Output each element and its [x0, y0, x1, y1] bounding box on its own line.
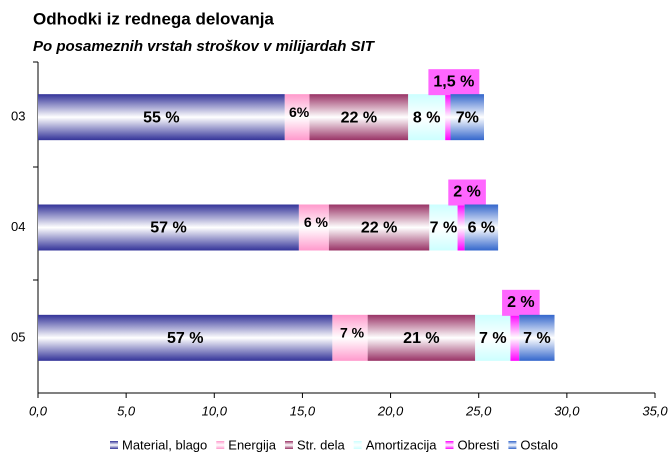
share-label: 8 %: [413, 109, 441, 126]
legend-marker: [508, 441, 517, 449]
bar-segment: [328, 204, 430, 251]
x-tick-label: 20,0: [377, 403, 404, 418]
legend-label: Energija: [228, 437, 276, 452]
y-tick-label: 04: [11, 219, 25, 234]
x-tick-label: 5,0: [117, 403, 136, 418]
legend-marker: [445, 441, 454, 449]
bar-segment: [510, 314, 520, 361]
bar-segment: [445, 94, 451, 141]
share-label-box: [448, 179, 486, 206]
legend-label: Str. dela: [297, 437, 345, 452]
share-label: 22 %: [341, 109, 377, 126]
bar-segment: [475, 314, 511, 361]
bar-segment: [309, 94, 409, 141]
share-label-box: [428, 69, 480, 96]
legend-marker: [110, 441, 118, 449]
share-label-box: [502, 289, 540, 316]
bar-segment: [464, 204, 499, 251]
bar-segment: [408, 94, 446, 141]
y-tick-label: 03: [11, 109, 25, 124]
x-tick-label: 10,0: [202, 403, 228, 418]
share-label: 7 %: [340, 325, 365, 341]
share-label: 21 %: [403, 330, 439, 347]
legend-label: Amortizacija: [366, 437, 438, 452]
share-label: 55 %: [143, 109, 179, 126]
share-label: 2 %: [507, 294, 535, 311]
bar-segment: [298, 204, 329, 251]
bar-segment: [457, 204, 465, 251]
share-label: 7 %: [523, 330, 551, 347]
legend-label: Obresti: [457, 437, 499, 452]
share-label: 6 %: [468, 220, 496, 237]
y-tick-label: 05: [11, 329, 25, 344]
chart-subtitle: Po posameznih vrstah stroškov v milijard…: [33, 38, 376, 55]
bar-segment: [38, 94, 285, 141]
share-label: 7 %: [430, 220, 458, 237]
bar-segment: [284, 94, 310, 141]
bar-segment: [450, 94, 485, 141]
x-tick-label: 0,0: [29, 403, 48, 418]
share-label: 57 %: [150, 220, 186, 237]
legend-marker: [216, 441, 225, 449]
share-label: 22 %: [361, 220, 397, 237]
share-label: 57 %: [167, 330, 203, 347]
share-label: 1,5 %: [433, 73, 474, 90]
bar-segment: [38, 314, 333, 361]
bar-segment: [519, 314, 555, 361]
bar-segment: [38, 204, 299, 251]
legend-label: Material, blago: [122, 437, 207, 452]
legend-marker: [353, 441, 362, 449]
share-label: 2 %: [453, 184, 481, 201]
x-tick-label: 15,0: [290, 403, 316, 418]
share-label: 6%: [289, 104, 310, 120]
x-tick-label: 25,0: [465, 403, 492, 418]
share-label: 6 %: [304, 214, 329, 230]
bar-segment: [332, 314, 368, 361]
bar-segment: [429, 204, 458, 251]
share-label: 7%: [456, 109, 479, 126]
bar-segment: [367, 314, 476, 361]
x-tick-label: 30,0: [554, 403, 580, 418]
legend-label: Ostalo: [520, 437, 558, 452]
chart-title: Odhodki iz rednega delovanja: [33, 9, 274, 28]
legend-marker: [284, 441, 293, 449]
x-tick-label: 35,0: [642, 403, 668, 418]
share-label: 7 %: [479, 330, 507, 347]
